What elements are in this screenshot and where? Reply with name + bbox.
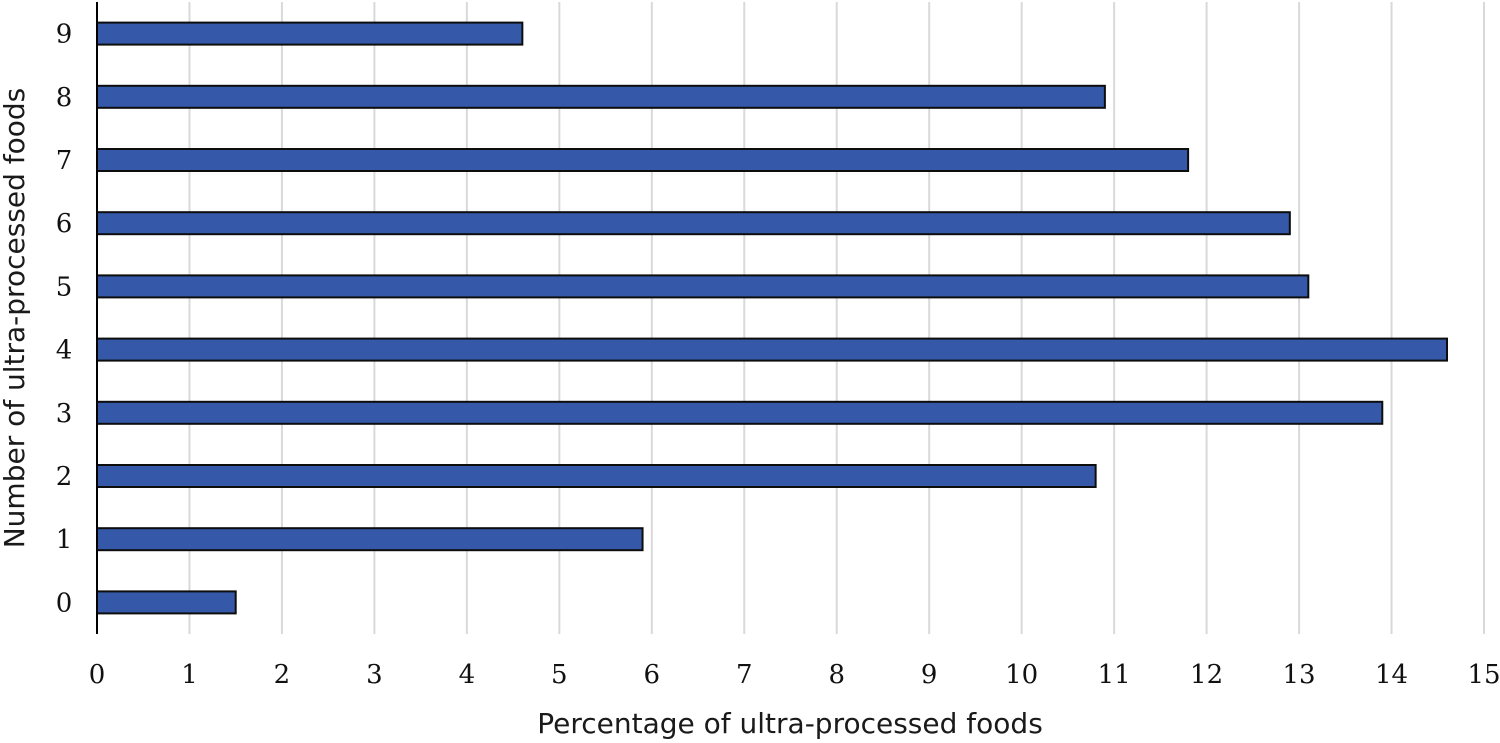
x-tick-label: 8 (828, 660, 845, 690)
y-tick-labels: 0 1 2 3 4 5 6 7 8 9 (56, 20, 73, 619)
y-tick-label: 4 (56, 336, 73, 366)
x-tick-label: 12 (1190, 660, 1223, 690)
bar-9 (96, 21, 524, 46)
y-tick-label: 1 (56, 525, 73, 555)
y-axis-title: Number of ultra-processed foods (0, 88, 31, 549)
bar-1 (96, 527, 644, 552)
bar-5 (96, 274, 1310, 299)
y-tick-label: 3 (56, 399, 73, 429)
x-tick-label: 15 (1467, 660, 1500, 690)
x-tick-label: 5 (551, 660, 568, 690)
bar-0 (96, 590, 237, 615)
y-tick-label: 2 (56, 462, 73, 492)
bar-3 (96, 400, 1384, 425)
x-tick-label: 7 (736, 660, 753, 690)
bar-7 (96, 148, 1190, 172)
y-tick-label: 6 (56, 209, 73, 239)
x-tick-label: 3 (366, 660, 383, 690)
y-tick-label: 9 (56, 20, 73, 50)
bars (96, 21, 1449, 615)
y-tick-label: 0 (56, 588, 73, 618)
bar-6 (96, 211, 1291, 236)
x-tick-label: 10 (1005, 660, 1038, 690)
bar-2 (96, 464, 1097, 488)
y-tick-label: 7 (56, 146, 73, 176)
x-tick-label: 2 (274, 660, 291, 690)
x-tick-label: 1 (181, 660, 198, 690)
x-tick-labels: 0 1 2 3 4 5 6 7 8 9 10 11 12 13 14 15 (89, 660, 1500, 690)
x-axis-title: Percentage of ultra-processed foods (537, 707, 1043, 740)
bar-8 (96, 84, 1106, 109)
y-tick-label: 8 (56, 83, 73, 113)
x-tick-label: 6 (644, 660, 661, 690)
x-tick-label: 0 (89, 660, 106, 690)
x-tick-label: 4 (459, 660, 476, 690)
y-tick-label: 5 (56, 272, 73, 302)
x-tick-label: 14 (1375, 660, 1408, 690)
x-tick-label: 13 (1283, 660, 1316, 690)
bar-4 (96, 337, 1449, 362)
x-tick-label: 11 (1098, 660, 1131, 690)
x-tick-label: 9 (921, 660, 938, 690)
